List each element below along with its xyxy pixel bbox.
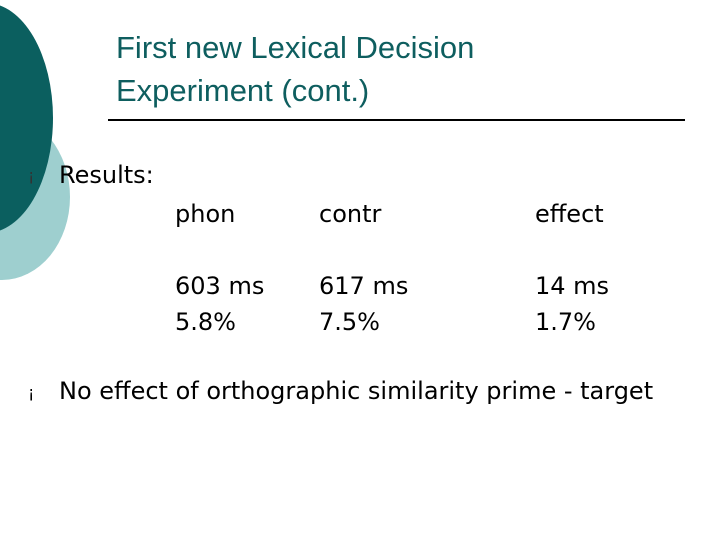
table-header-contr: contr <box>319 200 382 228</box>
table-cell-phon-ms: 603 ms <box>175 272 265 300</box>
column-effect: effect 14 ms 1.7% <box>535 196 609 340</box>
column-contr: contr 617 ms 7.5% <box>319 196 408 340</box>
bullet-results: Results: <box>59 161 154 189</box>
title-line-2: Experiment (cont.) <box>116 73 370 108</box>
title-underline <box>108 119 685 121</box>
table-header-effect: effect <box>535 200 604 228</box>
table-cell-effect-ms: 14 ms <box>535 272 610 300</box>
bullet-marker-conclusion: ¡ <box>28 383 35 402</box>
column-phon: phon 603 ms 5.8% <box>175 196 264 340</box>
table-header-phon: phon <box>175 200 236 228</box>
table-cell-effect-pct: 1.7% <box>535 308 596 336</box>
table-cell-contr-pct: 7.5% <box>319 308 380 336</box>
decorative-circles <box>0 5 70 280</box>
slide-title: First new Lexical Decision Experiment (c… <box>116 26 696 112</box>
table-cell-contr-ms: 617 ms <box>319 272 409 300</box>
bullet-marker-results: ¡ <box>28 166 35 185</box>
table-cell-phon-pct: 5.8% <box>175 308 236 336</box>
bullet-conclusion: No effect of orthographic similarity pri… <box>59 377 654 405</box>
title-line-1: First new Lexical Decision <box>116 30 475 65</box>
dark-teal-circle <box>0 5 53 231</box>
